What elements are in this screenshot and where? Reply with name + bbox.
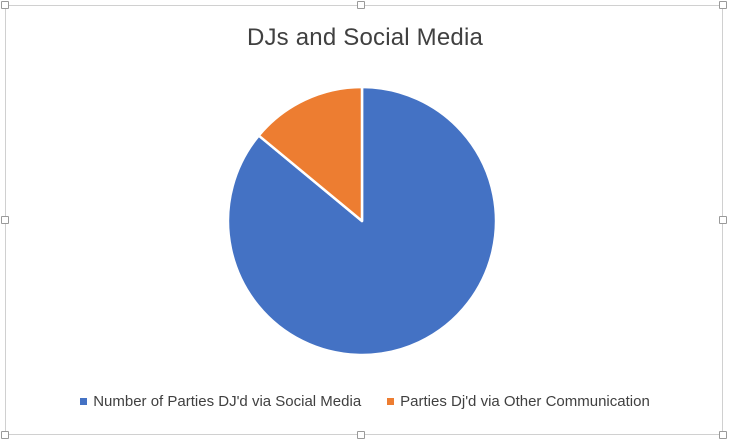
legend-swatch-other-communication	[387, 398, 395, 405]
resize-handle-top-left[interactable]	[1, 1, 9, 9]
resize-handle-middle-right[interactable]	[719, 216, 727, 224]
resize-handle-bottom-center[interactable]	[357, 431, 365, 439]
legend-label-social-media: Number of Parties DJ'd via Social Media	[93, 393, 362, 410]
legend-item-other-communication[interactable]: Parties Dj'd via Other Communication	[387, 393, 650, 410]
resize-handle-middle-left[interactable]	[1, 216, 9, 224]
resize-handle-top-right[interactable]	[719, 1, 727, 9]
chart-legend[interactable]: Number of Parties DJ'd via Social Media …	[0, 393, 730, 410]
resize-handle-bottom-left[interactable]	[1, 431, 9, 439]
resize-handle-bottom-right[interactable]	[719, 431, 727, 439]
resize-handle-top-center[interactable]	[357, 1, 365, 9]
legend-swatch-social-media	[80, 398, 88, 405]
legend-label-other-communication: Parties Dj'd via Other Communication	[400, 393, 650, 410]
pie-slice-other-communication[interactable]	[257, 85, 364, 223]
legend-item-social-media[interactable]: Number of Parties DJ'd via Social Media	[80, 393, 361, 410]
chart-title[interactable]: DJs and Social Media	[246, 24, 484, 51]
